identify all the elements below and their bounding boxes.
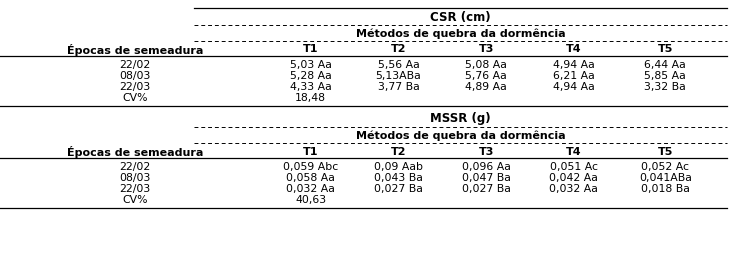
Text: T4: T4 [566,45,582,54]
Text: T5: T5 [657,147,673,156]
Text: CV%: CV% [123,93,148,103]
Text: 08/03: 08/03 [120,173,151,183]
Text: 5,56 Aa: 5,56 Aa [377,60,420,70]
Text: Épocas de semeadura: Épocas de semeadura [67,43,203,56]
Text: 3,77 Ba: 3,77 Ba [377,82,420,92]
Text: Métodos de quebra da dormência: Métodos de quebra da dormência [356,28,565,38]
Text: T4: T4 [566,147,582,156]
Text: T1: T1 [303,45,319,54]
Text: 0,059 Abc: 0,059 Abc [283,162,338,172]
Text: T5: T5 [657,45,673,54]
Text: Métodos de quebra da dormência: Métodos de quebra da dormência [356,130,565,141]
Text: 0,032 Aa: 0,032 Aa [287,184,335,194]
Text: 5,03 Aa: 5,03 Aa [289,60,332,70]
Text: CSR (cm): CSR (cm) [431,10,491,24]
Text: MSSR (g): MSSR (g) [431,112,491,125]
Text: T2: T2 [390,45,406,54]
Text: 0,042 Aa: 0,042 Aa [550,173,598,183]
Text: T2: T2 [390,147,406,156]
Text: 5,28 Aa: 5,28 Aa [289,71,332,81]
Text: 0,051 Ac: 0,051 Ac [550,162,598,172]
Text: 0,043 Ba: 0,043 Ba [374,173,423,183]
Text: 0,058 Aa: 0,058 Aa [287,173,335,183]
Text: 0,041ABa: 0,041ABa [639,173,692,183]
Text: 40,63: 40,63 [295,195,326,205]
Text: 08/03: 08/03 [120,71,151,81]
Text: 22/02: 22/02 [120,60,151,70]
Text: 3,32 Ba: 3,32 Ba [644,82,686,92]
Text: 4,94 Aa: 4,94 Aa [553,60,595,70]
Text: 22/03: 22/03 [120,82,151,92]
Text: 0,027 Ba: 0,027 Ba [374,184,423,194]
Text: 0,052 Ac: 0,052 Ac [641,162,689,172]
Text: 22/02: 22/02 [120,162,151,172]
Text: T3: T3 [478,45,494,54]
Text: 0,018 Ba: 0,018 Ba [641,184,689,194]
Text: T3: T3 [478,147,494,156]
Text: 5,85 Aa: 5,85 Aa [644,71,686,81]
Text: 18,48: 18,48 [295,93,326,103]
Text: 5,08 Aa: 5,08 Aa [465,60,507,70]
Text: 4,94 Aa: 4,94 Aa [553,82,595,92]
Text: 5,13ABa: 5,13ABa [376,71,421,81]
Text: CV%: CV% [123,195,148,205]
Text: 6,44 Aa: 6,44 Aa [644,60,686,70]
Text: 4,33 Aa: 4,33 Aa [289,82,332,92]
Text: 0,09 Aab: 0,09 Aab [374,162,423,172]
Text: 0,047 Ba: 0,047 Ba [462,173,510,183]
Text: 0,096 Aa: 0,096 Aa [462,162,510,172]
Text: 0,032 Aa: 0,032 Aa [550,184,598,194]
Text: 22/03: 22/03 [120,184,151,194]
Text: 0,027 Ba: 0,027 Ba [462,184,510,194]
Text: T1: T1 [303,147,319,156]
Text: 4,89 Aa: 4,89 Aa [465,82,507,92]
Text: Épocas de semeadura: Épocas de semeadura [67,145,203,158]
Text: 5,76 Aa: 5,76 Aa [465,71,507,81]
Text: 6,21 Aa: 6,21 Aa [553,71,595,81]
